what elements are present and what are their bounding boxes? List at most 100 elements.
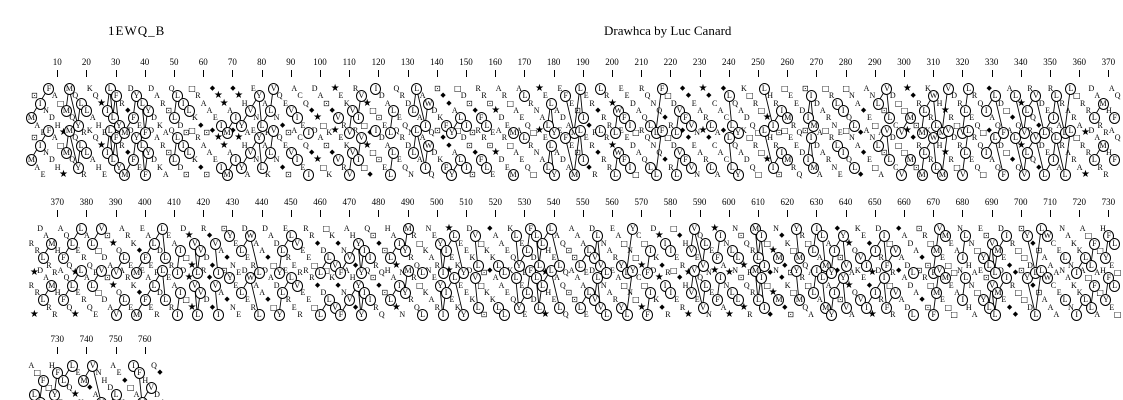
threonine-square-icon: □	[664, 133, 672, 143]
residue-letter: H	[1100, 266, 1106, 275]
residue-letter: A	[51, 91, 58, 101]
residue-letter: R	[799, 231, 805, 241]
hydrophobic-residue: V	[110, 267, 122, 280]
ruler-label: 320	[955, 57, 970, 67]
residue-letter: E	[788, 91, 794, 101]
residue-letter: R	[665, 310, 671, 320]
residue-letter: R	[603, 133, 610, 143]
residue-letter: E	[116, 368, 122, 378]
hydrophobic-residue: F	[335, 267, 347, 280]
residue-letter: Q	[510, 295, 517, 305]
ruler-tick	[787, 210, 789, 217]
residue-letter: A	[162, 170, 169, 180]
residue-letter: E	[99, 128, 110, 137]
serine-dotted-square-icon: ⊡	[880, 106, 888, 116]
threonine-square-icon: □	[360, 120, 369, 130]
residue-letter: H	[142, 375, 149, 385]
hydrophobic-residue: L	[1030, 309, 1042, 322]
residue-letter: A	[635, 106, 642, 116]
residue-letter: K	[86, 126, 93, 135]
threonine-square-icon: □	[33, 368, 42, 378]
residue-letter: E	[300, 162, 306, 172]
ruler-tick	[232, 70, 234, 77]
proline-star-icon: ★	[608, 139, 617, 151]
threonine-square-icon: □	[953, 120, 961, 130]
residue-letter: D	[311, 84, 318, 93]
residue-letter: N	[650, 98, 657, 108]
ruler-label: 520	[488, 197, 502, 207]
hydrophobic-residue: F	[998, 127, 1010, 140]
glycine-diamond-icon: ◆	[376, 238, 382, 247]
hydrophobic-residue: W	[1042, 272, 1054, 285]
residue-letter: A	[145, 273, 152, 283]
hydrophobic-residue: M	[221, 127, 233, 140]
glycine-diamond-icon: ◆	[662, 155, 668, 164]
residue-letter: A	[898, 295, 905, 305]
residue-letter: A	[825, 280, 832, 290]
glycine-diamond-icon: ◆	[895, 266, 902, 274]
threonine-square-icon: □	[56, 140, 65, 150]
residue-letter: R	[34, 246, 40, 256]
glycine-diamond-icon: ◆	[209, 302, 216, 311]
residue-letter: N	[957, 266, 963, 275]
residue-letter: A	[854, 140, 861, 150]
residue-letter: A	[574, 231, 581, 241]
hydrophobic-residue: V	[896, 127, 908, 140]
hydrophobic-residue: L	[1039, 127, 1051, 140]
residue-letter: A	[262, 140, 268, 150]
residue-letter: A	[717, 148, 724, 158]
hydrophobic-residue: L	[66, 360, 78, 372]
hydrophobic-residue: I	[869, 287, 881, 300]
residue-letter: K	[422, 246, 429, 256]
threonine-square-icon: □	[926, 280, 935, 290]
hydrophobic-residue: M	[916, 127, 928, 140]
residue-letter: R	[744, 268, 755, 277]
glycine-diamond-icon: ◆	[779, 273, 785, 282]
residue-letter: D	[101, 295, 108, 305]
residue-letter: N	[849, 133, 855, 143]
hydrophobic-residue: L	[545, 223, 557, 235]
hydrophobic-residue: V	[209, 237, 221, 250]
residue-letter: D	[431, 106, 438, 116]
glycine-diamond-icon: ◆	[1009, 113, 1016, 122]
residue-letter: H	[349, 231, 356, 241]
proline-star-icon: ★	[654, 230, 664, 242]
residue-letter: Q	[86, 260, 93, 270]
serine-dotted-square-icon: ⊡	[480, 310, 488, 320]
residue-letter: C	[723, 113, 730, 123]
threonine-square-icon: □	[979, 170, 988, 180]
serine-dotted-square-icon: ⊡	[912, 120, 920, 130]
residue-letter: A	[806, 268, 817, 277]
hydrophobic-residue: L	[960, 230, 972, 243]
hydrophobic-residue: M	[939, 272, 951, 285]
residue-letter: A	[498, 238, 505, 248]
glycine-diamond-icon: ◆	[87, 383, 93, 392]
residue-letter: R	[639, 84, 645, 93]
residue-letter: D	[405, 140, 411, 150]
residue-letter: E	[431, 231, 437, 241]
residue-letter: D	[650, 224, 657, 233]
threonine-square-icon: □	[269, 302, 278, 312]
glycine-diamond-icon: ◆	[279, 120, 286, 129]
proline-star-icon: ★	[683, 268, 694, 278]
hydrophobic-residue: Y	[274, 267, 286, 280]
residue-letter: D	[148, 84, 155, 93]
residue-letter: R	[297, 268, 303, 278]
hydrophobic-residue: M	[507, 127, 519, 140]
ruler-tick	[1079, 70, 1081, 77]
glycine-diamond-icon: ◆	[910, 133, 916, 142]
residue-letter: N	[957, 224, 963, 233]
residue-letter: N	[340, 246, 347, 256]
serine-dotted-square-icon: ⊡	[466, 140, 473, 150]
residue-letter: R	[1047, 84, 1054, 93]
threonine-square-icon: □	[1014, 288, 1023, 298]
hydrophobic-residue: L	[519, 90, 531, 103]
residue-letter: R	[601, 155, 607, 165]
proline-star-icon: ★	[710, 223, 720, 234]
proline-star-icon: ★	[70, 309, 80, 321]
proline-star-icon: ★	[540, 309, 550, 321]
threonine-square-icon: □	[1002, 148, 1011, 158]
hydrophobic-residue: L	[1109, 279, 1121, 292]
residue-letter: K	[784, 238, 791, 248]
ruler-label: 230	[692, 57, 707, 67]
